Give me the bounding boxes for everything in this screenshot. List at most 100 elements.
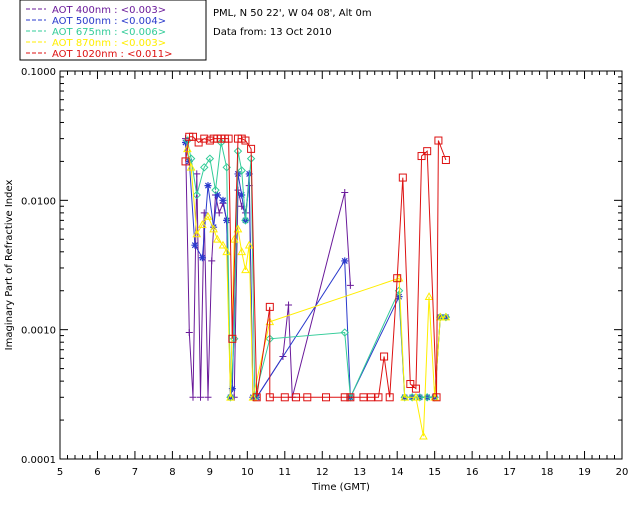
data-point	[210, 223, 218, 231]
date-info: Data from: 13 Oct 2010	[213, 27, 332, 38]
data-point	[424, 292, 434, 300]
data-point	[215, 209, 223, 217]
series-line	[185, 136, 447, 398]
data-point	[441, 312, 451, 322]
series-layer	[181, 132, 451, 440]
data-point	[193, 170, 201, 178]
data-point	[398, 173, 407, 182]
x-tick-label: 19	[578, 467, 591, 478]
data-point	[411, 384, 420, 393]
data-point	[198, 220, 207, 228]
data-point	[200, 134, 209, 143]
data-point	[280, 393, 289, 402]
data-point	[238, 191, 246, 199]
data-point	[406, 380, 415, 389]
data-point	[186, 162, 196, 171]
x-axis: 5 6 7 8 9 10 11 12 13 14 15 16 17 18 19 20	[57, 71, 629, 478]
data-point	[303, 393, 312, 402]
data-point	[393, 274, 402, 283]
legend-entry: AOT 400nm : <0.003>	[52, 5, 166, 16]
y-axis-label: Imaginary Part of Refractive Index	[4, 180, 15, 351]
y-tick-label: 0.0010	[21, 326, 56, 337]
data-point	[247, 144, 256, 153]
data-point	[189, 393, 197, 401]
data-point	[400, 393, 409, 402]
data-point	[229, 234, 239, 243]
data-point	[435, 312, 445, 321]
data-point	[245, 170, 253, 178]
data-point	[203, 211, 213, 220]
data-point	[442, 313, 450, 321]
data-point	[209, 224, 218, 233]
legend-entry: AOT 870nm : <0.003>	[52, 38, 166, 49]
data-point	[346, 393, 355, 402]
data-point	[241, 265, 250, 274]
data-point	[237, 166, 246, 175]
plot-area	[59, 70, 623, 460]
data-point	[340, 393, 349, 402]
x-tick-label: 8	[169, 467, 175, 478]
y-tick-label: 0.0100	[21, 196, 56, 207]
data-point	[205, 154, 215, 163]
data-point	[341, 257, 349, 265]
data-point	[241, 136, 250, 145]
data-point	[213, 234, 222, 243]
series-line	[186, 140, 446, 400]
data-point	[341, 188, 349, 196]
data-point	[432, 393, 441, 402]
x-tick-label: 14	[391, 467, 404, 478]
data-point	[216, 138, 226, 147]
x-tick-label: 17	[503, 467, 516, 478]
data-point	[385, 393, 394, 402]
data-point	[192, 190, 201, 200]
data-point	[340, 328, 349, 337]
x-tick-label: 12	[316, 467, 329, 478]
data-point	[228, 385, 236, 393]
data-point	[211, 185, 220, 195]
y-tick-label: 0.1000	[21, 67, 56, 78]
series	[182, 135, 354, 401]
data-point	[228, 334, 237, 343]
data-point	[244, 240, 254, 249]
data-point	[219, 196, 227, 204]
data-point	[346, 281, 354, 289]
x-tick-label: 11	[278, 467, 291, 478]
x-tick-label: 18	[541, 467, 554, 478]
data-point	[185, 329, 193, 337]
data-point	[198, 254, 206, 262]
data-point	[208, 257, 216, 265]
data-point	[223, 216, 231, 224]
x-tick-label: 5	[57, 467, 63, 478]
data-point	[181, 157, 190, 166]
legend: AOT 400nm : <0.003>AOT 500nm : <0.004>AO…	[26, 5, 172, 60]
x-tick-label: 13	[353, 467, 366, 478]
y-tick-label: 0.0001	[21, 455, 56, 466]
data-point	[213, 191, 221, 199]
data-point	[204, 182, 212, 190]
data-point	[237, 247, 247, 256]
data-point	[265, 393, 274, 402]
data-point	[419, 431, 428, 440]
x-tick-label: 20	[616, 467, 629, 478]
data-point	[441, 156, 450, 165]
series-line	[185, 142, 446, 398]
data-point	[285, 301, 293, 309]
x-tick-label: 16	[466, 467, 479, 478]
data-point	[292, 393, 301, 402]
data-point	[400, 392, 410, 401]
legend-entry: AOT 1020nm : <0.011>	[52, 49, 172, 60]
data-point	[191, 241, 199, 249]
data-point	[226, 393, 235, 402]
data-point	[322, 393, 331, 402]
data-point	[218, 240, 228, 249]
data-point	[226, 392, 235, 401]
data-point	[192, 229, 202, 238]
series	[181, 132, 450, 402]
data-point	[197, 393, 204, 401]
legend-entry: AOT 675nm : <0.006>	[52, 27, 166, 38]
data-point	[224, 134, 233, 143]
series-line	[186, 148, 446, 437]
x-tick-label: 15	[428, 467, 441, 478]
legend-box	[19, 0, 207, 61]
data-point	[233, 224, 243, 233]
